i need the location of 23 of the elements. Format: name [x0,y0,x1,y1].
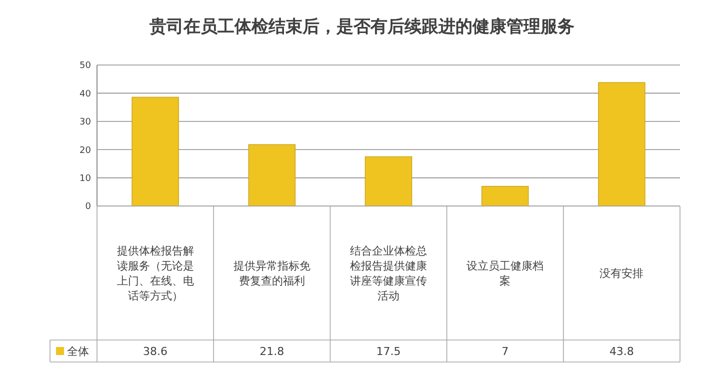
data-label: 38.6 [143,344,168,358]
y-tick-label: 20 [80,146,92,156]
x-tick-label: 提供异常指标免费复查的福利 [233,259,310,288]
y-tick-label: 50 [80,61,92,72]
y-tick-label: 30 [80,118,92,128]
legend-label: 全体 [67,344,89,358]
bar [364,156,412,206]
y-tick-label: 40 [80,89,92,100]
y-tick-label: 0 [85,202,92,212]
x-tick-label: 结合企业体检总检报告提供健康讲座等健康宣传活动 [350,244,427,302]
y-tick-label: 10 [80,174,92,184]
bar [248,144,296,206]
data-label: 17.5 [376,344,401,358]
data-label: 21.8 [260,344,284,358]
bar [598,82,646,206]
bar [481,186,529,206]
x-tick-label: 设立员工健康档案 [466,259,544,288]
x-tick-label: 提供体检报告解读服务（无论是上门、在线、电话等方式） [116,244,194,302]
chart-title: 贵司在员工体检结束后，是否有后续跟进的健康管理服务 [148,17,574,37]
data-label: 43.8 [609,344,634,358]
data-label: 7 [502,344,509,358]
x-tick-label: 没有安排 [600,266,644,280]
bar [132,96,179,206]
